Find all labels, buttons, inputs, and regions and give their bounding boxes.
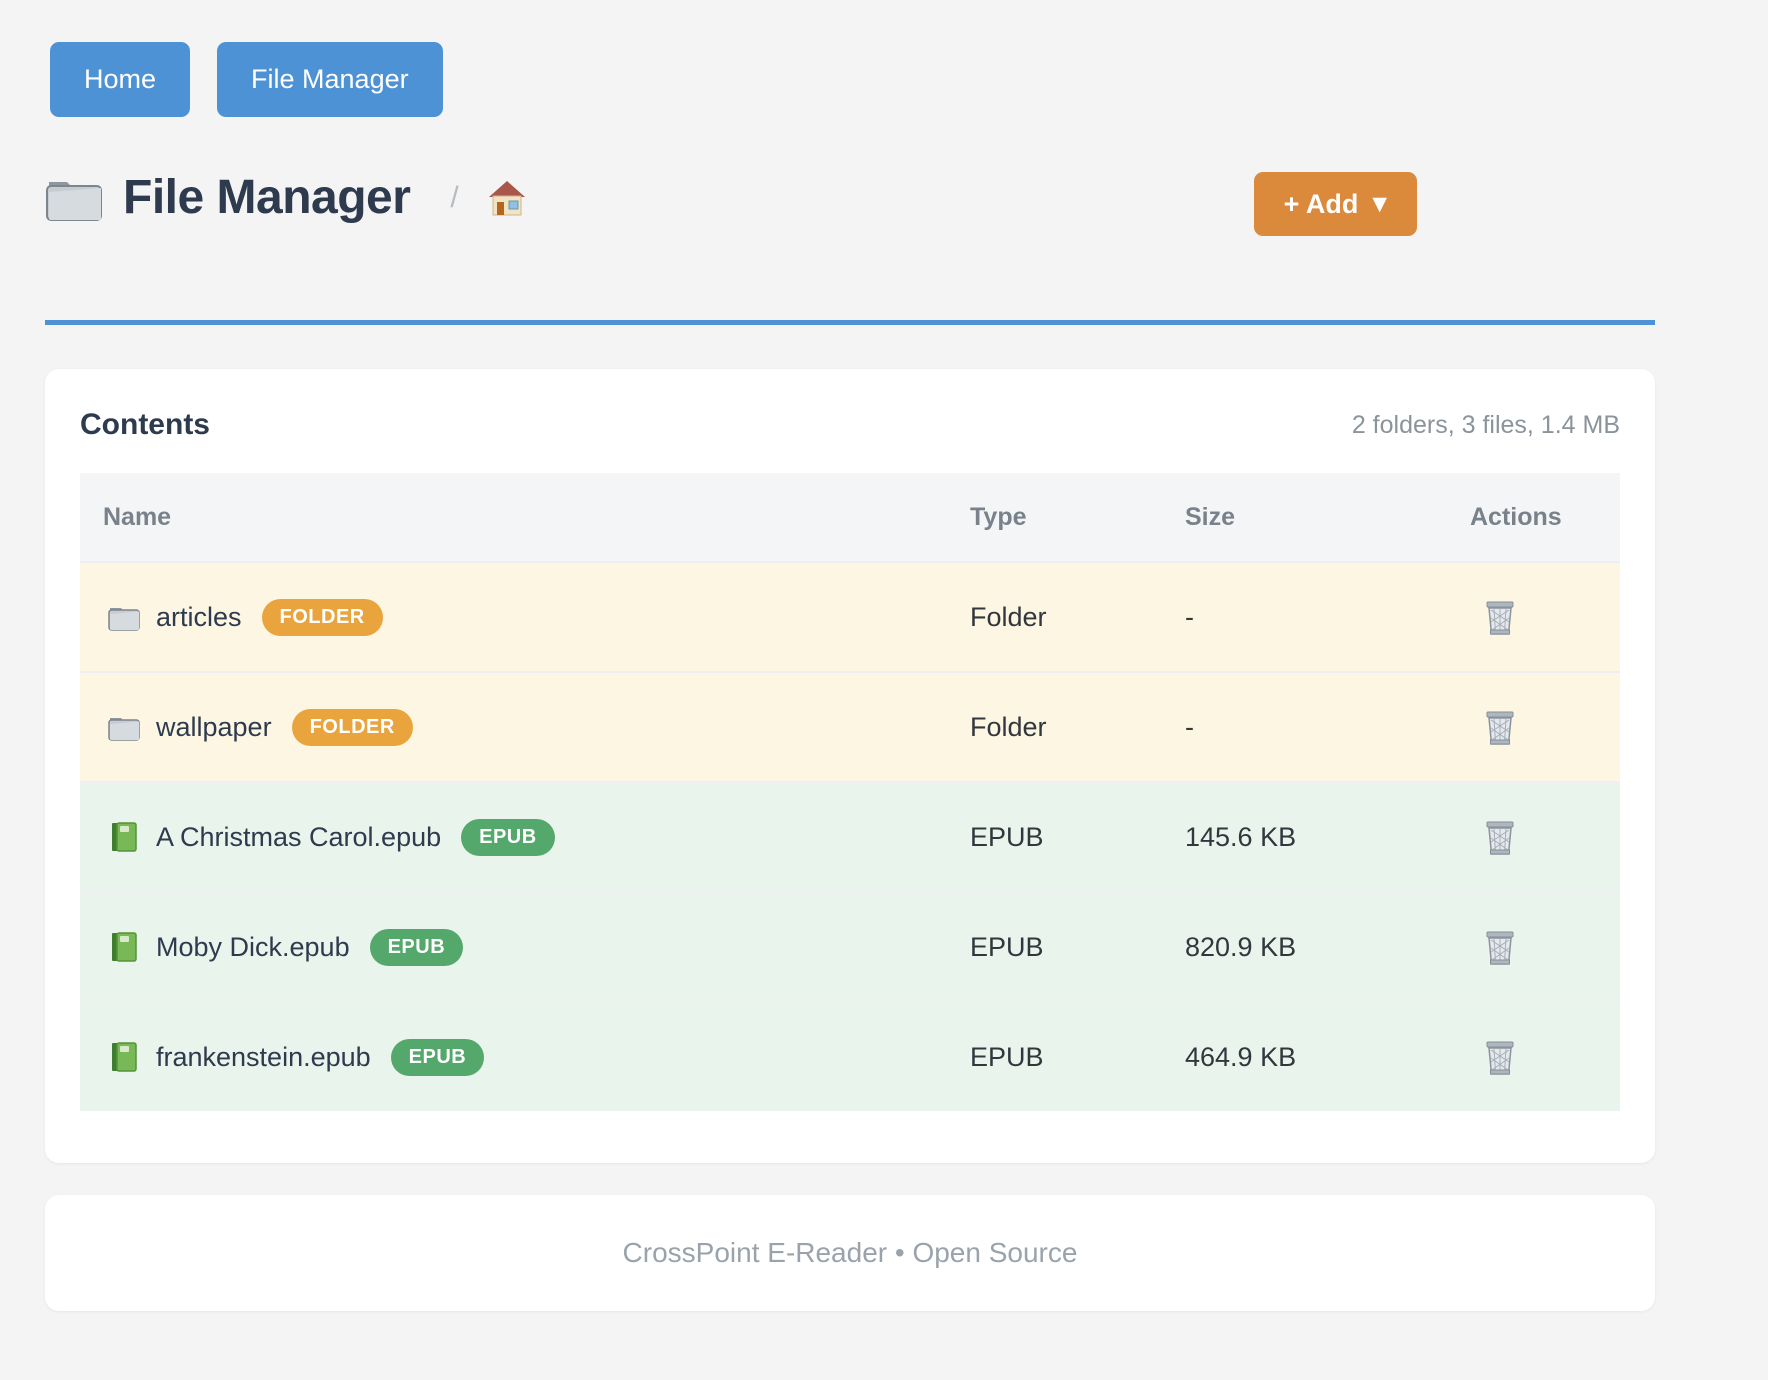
size-cell: 464.9 KB xyxy=(1185,1041,1297,1072)
delete-button[interactable] xyxy=(1478,923,1522,971)
file-name[interactable]: A Christmas Carol.epub xyxy=(156,821,442,852)
folder-icon xyxy=(46,181,102,221)
footer: CrossPoint E-Reader • Open Source xyxy=(45,1195,1655,1311)
type-badge: FOLDER xyxy=(291,708,413,746)
name-cell: A Christmas Carol.epub EPUB xyxy=(80,818,970,856)
type-badge: FOLDER xyxy=(261,598,383,636)
name-cell: wallpaper FOLDER xyxy=(80,708,970,746)
delete-button[interactable] xyxy=(1478,703,1522,751)
table-row[interactable]: articles FOLDER Folder - xyxy=(80,561,1620,671)
add-button-label: + Add xyxy=(1283,188,1359,219)
top-nav: Home File Manager xyxy=(50,42,443,117)
footer-text: CrossPoint E-Reader • Open Source xyxy=(622,1237,1078,1268)
file-name[interactable]: wallpaper xyxy=(156,711,272,742)
type-cell: EPUB xyxy=(970,1041,1044,1072)
type-cell: EPUB xyxy=(970,931,1044,962)
type-cell: Folder xyxy=(970,601,1047,632)
name-cell: Moby Dick.epub EPUB xyxy=(80,928,970,966)
book-icon xyxy=(112,822,137,852)
table-header-row: Name Type Size Actions xyxy=(80,473,1620,561)
contents-summary: 2 folders, 3 files, 1.4 MB xyxy=(1351,410,1620,439)
actions-cell xyxy=(1470,923,1620,971)
trash-icon xyxy=(1486,711,1514,745)
contents-card-header: Contents 2 folders, 3 files, 1.4 MB xyxy=(80,369,1620,473)
trash-icon xyxy=(1486,601,1514,635)
type-badge: EPUB xyxy=(369,928,464,966)
table-row[interactable]: Moby Dick.epub EPUB EPUB 820.9 KB xyxy=(80,891,1620,1001)
column-header-actions: Actions xyxy=(1470,502,1562,531)
header-divider xyxy=(45,320,1655,325)
size-cell: - xyxy=(1185,711,1194,742)
size-cell: - xyxy=(1185,601,1194,632)
nav-home-button[interactable]: Home xyxy=(50,42,191,117)
file-name[interactable]: Moby Dick.epub xyxy=(156,931,350,962)
trash-icon xyxy=(1486,1041,1514,1075)
name-cell: articles FOLDER xyxy=(80,598,970,636)
breadcrumb-separator: / xyxy=(450,180,459,214)
delete-button[interactable] xyxy=(1478,1033,1522,1081)
type-cell: Folder xyxy=(970,711,1047,742)
nav-file-manager-button[interactable]: File Manager xyxy=(217,42,443,117)
trash-icon xyxy=(1486,931,1514,965)
file-table: Name Type Size Actions articles FOLDER F… xyxy=(80,473,1620,1111)
page-title: File Manager xyxy=(123,171,411,224)
contents-title: Contents xyxy=(80,408,210,441)
size-cell: 145.6 KB xyxy=(1185,821,1297,852)
delete-button[interactable] xyxy=(1478,593,1522,641)
table-row[interactable]: wallpaper FOLDER Folder - xyxy=(80,671,1620,781)
file-name[interactable]: articles xyxy=(156,601,242,632)
name-cell: frankenstein.epub EPUB xyxy=(80,1038,970,1076)
column-header-name: Name xyxy=(103,502,172,531)
delete-button[interactable] xyxy=(1478,813,1522,861)
actions-cell xyxy=(1470,813,1620,861)
book-icon xyxy=(112,932,137,962)
actions-cell xyxy=(1470,703,1620,751)
add-button[interactable]: + Add ▼ xyxy=(1253,172,1417,236)
type-badge: EPUB xyxy=(461,818,555,856)
table-row[interactable]: A Christmas Carol.epub EPUB EPUB 145.6 K… xyxy=(80,781,1620,891)
size-cell: 820.9 KB xyxy=(1185,931,1297,962)
table-body: articles FOLDER Folder - xyxy=(80,561,1620,1111)
table-row[interactable]: frankenstein.epub EPUB EPUB 464.9 KB xyxy=(80,1001,1620,1111)
actions-cell xyxy=(1470,1033,1620,1081)
type-cell: EPUB xyxy=(970,821,1044,852)
file-name[interactable]: frankenstein.epub xyxy=(156,1041,371,1072)
home-icon[interactable] xyxy=(487,179,527,217)
folder-icon xyxy=(108,608,140,631)
actions-cell xyxy=(1470,593,1620,641)
folder-icon xyxy=(108,718,140,741)
contents-card: Contents 2 folders, 3 files, 1.4 MB Name… xyxy=(45,369,1655,1163)
column-header-size: Size xyxy=(1185,502,1236,531)
column-header-type: Type xyxy=(970,502,1027,531)
type-badge: EPUB xyxy=(390,1038,485,1076)
title-group: File Manager / xyxy=(45,170,527,225)
caret-down-icon: ▼ xyxy=(1372,193,1387,215)
book-icon xyxy=(112,1042,137,1072)
page-header: File Manager / + Add ▼ xyxy=(45,170,1723,236)
trash-icon xyxy=(1486,821,1514,855)
